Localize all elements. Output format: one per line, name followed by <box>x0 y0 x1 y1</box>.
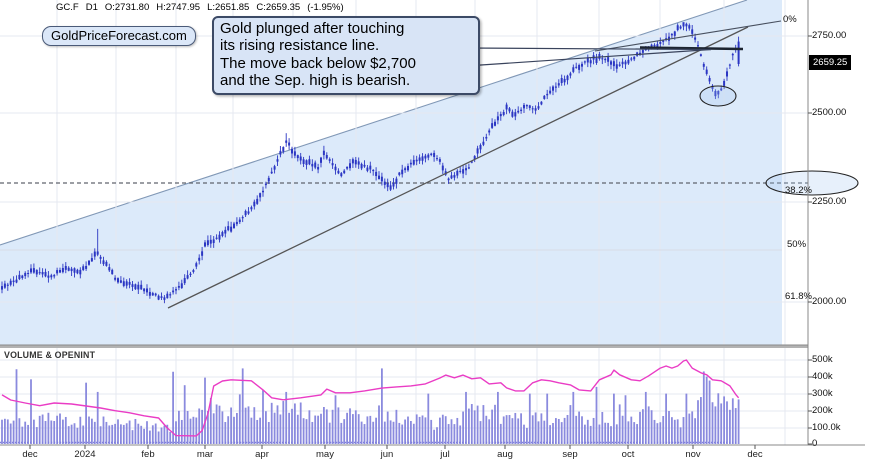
high-value: H:2747.95 <box>156 2 201 13</box>
candlestick-series <box>1 22 740 304</box>
annotation-line: The move back below $2,700 <box>220 54 416 72</box>
fib-level-label: 50% <box>787 239 807 250</box>
change-value: (-1.95%) <box>307 2 344 13</box>
open-interest-line <box>1 359 740 437</box>
watermark-text: GoldPriceForecast.com <box>51 28 187 43</box>
time-axis-label: dec <box>22 449 38 460</box>
annotation-line: Gold plunged after touching <box>220 20 405 37</box>
watermark-badge[interactable]: GoldPriceForecast.com <box>42 26 196 46</box>
annotation-box[interactable]: Gold plunged after touching its rising r… <box>212 16 480 95</box>
time-axis-label: jun <box>380 449 394 460</box>
time-axis-label: feb <box>141 449 155 460</box>
trend-channel <box>0 0 782 345</box>
volume-panel-title: VOLUME & OPENINT <box>4 350 96 360</box>
last-price-label: 2659.25 <box>809 55 852 70</box>
price-tick-label: 2750.00 <box>812 30 847 41</box>
time-axis-label: nov <box>685 449 701 460</box>
time-axis-label: 2024 <box>74 449 96 460</box>
price-tick-label: 2500.00 <box>812 107 847 118</box>
open-value: O:2731.80 <box>104 2 150 13</box>
volume-series <box>1 368 740 444</box>
volume-tick-label: 200k <box>812 405 833 416</box>
time-axis-label: apr <box>255 449 269 460</box>
volume-tick-label: 300k <box>812 388 833 399</box>
annotation-line: and the Sep. high is bearish. <box>220 72 411 90</box>
axes <box>0 0 865 449</box>
volume-tick-label: 100.0k <box>812 422 841 433</box>
ohlc-header: GC.F D1 O:2731.80 H:2747.95 L:2651.85 C:2659.… <box>56 2 351 13</box>
price-tick-label: 2000.00 <box>812 296 847 307</box>
close-value: C:2659.35 <box>256 2 301 13</box>
volume-tick-label: 400k <box>812 371 833 382</box>
volume-tick-label: 0 <box>812 438 818 449</box>
annotation-line: its rising resistance line. <box>220 37 380 55</box>
trend-lines <box>167 20 782 309</box>
fib-level-label: 0% <box>783 14 797 25</box>
symbol-label: GC.F <box>56 2 79 13</box>
low-value: L:2651.85 <box>207 2 250 13</box>
volume-tick-label: 500k <box>812 354 833 365</box>
time-axis-label: may <box>316 449 334 460</box>
fib-level-label: 61.8% <box>785 291 812 302</box>
time-axis-label: aug <box>497 449 513 460</box>
annotation-callout <box>465 47 712 67</box>
time-axis-label: dec <box>747 449 763 460</box>
timeframe-label: D1 <box>85 2 98 13</box>
time-axis-label: jul <box>440 449 450 460</box>
time-axis-label: oct <box>621 449 635 460</box>
ellipse-markers <box>699 85 859 196</box>
gridlines <box>0 0 808 445</box>
time-axis-label: mar <box>196 449 214 460</box>
fib-level-label: 38.2% <box>785 185 812 196</box>
time-axis-label: sep <box>562 449 578 460</box>
price-tick-label: 2250.00 <box>812 196 847 207</box>
